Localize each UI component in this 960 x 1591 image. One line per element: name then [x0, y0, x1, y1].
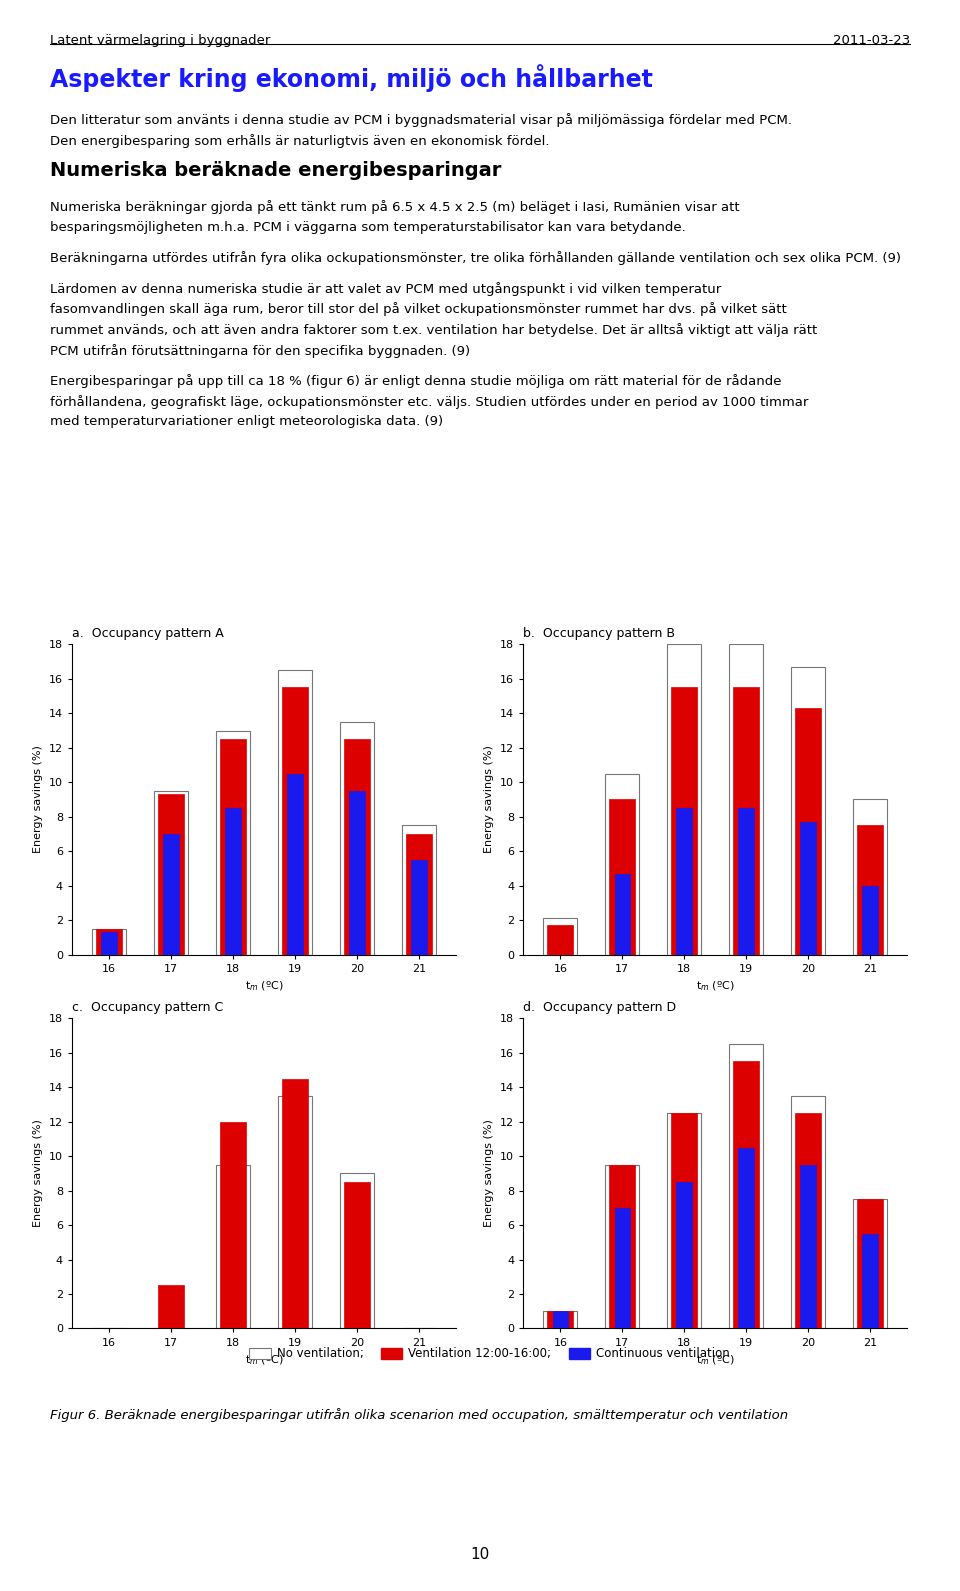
Text: rummet används, och att även andra faktorer som t.ex. ventilation har betydelse.: rummet används, och att även andra fakto…	[50, 323, 817, 337]
Bar	[610, 1165, 636, 1328]
Text: Energibesparingar på upp till ca 18 % (figur 6) är enligt denna studie möjliga o: Energibesparingar på upp till ca 18 % (f…	[50, 374, 781, 388]
Bar	[733, 687, 759, 955]
Text: c.  Occupancy pattern C: c. Occupancy pattern C	[72, 1001, 224, 1015]
Bar	[543, 1311, 577, 1328]
Bar	[282, 687, 308, 955]
Text: förhållandena, geografiskt läge, ockupationsmönster etc. väljs. Studien utfördes: förhållandena, geografiskt läge, ockupat…	[50, 395, 808, 409]
Bar	[795, 1114, 821, 1328]
Bar	[163, 834, 179, 955]
Bar	[667, 644, 701, 955]
Text: Den litteratur som använts i denna studie av PCM i byggnadsmaterial visar på mil: Den litteratur som använts i denna studi…	[50, 113, 792, 127]
Y-axis label: Energy savings (%): Energy savings (%)	[34, 746, 43, 853]
Bar	[862, 886, 877, 955]
Bar	[677, 808, 692, 955]
Text: d.  Occupancy pattern D: d. Occupancy pattern D	[523, 1001, 677, 1015]
Text: fasomvandlingen skall äga rum, beror till stor del på vilket ockupationsmönster : fasomvandlingen skall äga rum, beror til…	[50, 302, 786, 317]
Bar	[862, 1233, 877, 1328]
Bar	[226, 808, 241, 955]
Bar	[733, 1061, 759, 1328]
Bar	[853, 799, 887, 955]
Text: Lärdomen av denna numeriska studie är att valet av PCM med utgångspunkt i vid vi: Lärdomen av denna numeriska studie är at…	[50, 282, 721, 296]
Bar	[671, 1114, 697, 1328]
Bar	[791, 667, 826, 955]
Text: a.  Occupancy pattern A: a. Occupancy pattern A	[72, 627, 224, 641]
Bar	[857, 1200, 883, 1328]
Bar	[154, 791, 188, 955]
Bar	[216, 1165, 250, 1328]
Y-axis label: Energy savings (%): Energy savings (%)	[34, 1120, 43, 1227]
X-axis label: t$_{m}$ (ºC): t$_{m}$ (ºC)	[245, 1352, 283, 1367]
Bar	[411, 859, 426, 955]
Bar	[216, 730, 250, 955]
Text: med temperaturvariationer enligt meteorologiska data. (9): med temperaturvariationer enligt meteoro…	[50, 415, 444, 428]
Bar	[543, 918, 577, 955]
Text: Numeriska beräkningar gjorda på ett tänkt rum på 6.5 x 4.5 x 2.5 (m) beläget i I: Numeriska beräkningar gjorda på ett tänk…	[50, 200, 739, 215]
Bar	[795, 708, 821, 955]
Bar	[344, 1182, 370, 1328]
Bar	[667, 1114, 701, 1328]
Bar	[614, 1208, 630, 1328]
Bar	[853, 1200, 887, 1328]
Text: Beräkningarna utfördes utifrån fyra olika ockupationsmönster, tre olika förhålla: Beräkningarna utfördes utifrån fyra olik…	[50, 251, 900, 266]
Bar	[801, 823, 816, 955]
Bar	[605, 773, 639, 955]
Bar	[730, 1044, 763, 1328]
Bar	[610, 799, 636, 955]
X-axis label: t$_{m}$ (ºC): t$_{m}$ (ºC)	[696, 978, 734, 993]
Bar	[605, 1165, 639, 1328]
Bar	[547, 1311, 573, 1328]
Bar	[406, 834, 432, 955]
Text: 2011-03-23: 2011-03-23	[833, 33, 910, 48]
Text: Latent värmelagring i byggnader: Latent värmelagring i byggnader	[50, 33, 271, 48]
Text: Den energibesparing som erhålls är naturligtvis även en ekonomisk fördel.: Den energibesparing som erhålls är natur…	[50, 134, 549, 148]
Bar	[730, 644, 763, 955]
Text: Numeriska beräknade energibesparingar: Numeriska beräknade energibesparingar	[50, 161, 501, 180]
Text: b.  Occupancy pattern B: b. Occupancy pattern B	[523, 627, 675, 641]
Bar	[614, 873, 630, 955]
Bar	[278, 670, 312, 955]
Bar	[402, 826, 436, 955]
Bar	[677, 1182, 692, 1328]
Bar	[791, 1096, 826, 1328]
Bar	[553, 1311, 568, 1328]
Legend: No ventilation;, Ventilation 12:00-16:00;, Continuous ventilation: No ventilation;, Ventilation 12:00-16:00…	[250, 1348, 730, 1360]
Bar	[158, 1286, 184, 1328]
Bar	[738, 1147, 754, 1328]
Bar	[671, 687, 697, 955]
Bar	[738, 808, 754, 955]
Y-axis label: Energy savings (%): Energy savings (%)	[485, 1120, 494, 1227]
Text: Aspekter kring ekonomi, miljö och hållbarhet: Aspekter kring ekonomi, miljö och hållba…	[50, 64, 653, 92]
Bar	[547, 926, 573, 955]
Text: Figur 6. Beräknade energibesparingar utifrån olika scenarion med occupation, smä: Figur 6. Beräknade energibesparingar uti…	[50, 1408, 788, 1422]
X-axis label: t$_{m}$ (ºC): t$_{m}$ (ºC)	[245, 978, 283, 993]
Y-axis label: Energy savings (%): Energy savings (%)	[485, 746, 494, 853]
Bar	[801, 1165, 816, 1328]
Bar	[349, 791, 365, 955]
Text: PCM utifrån förutsättningarna för den specifika byggnaden. (9): PCM utifrån förutsättningarna för den sp…	[50, 344, 470, 358]
Text: 10: 10	[470, 1548, 490, 1562]
Bar	[340, 1174, 374, 1328]
Bar	[282, 1079, 308, 1328]
Bar	[158, 794, 184, 955]
Text: besparingsmöjligheten m.h.a. PCM i väggarna som temperaturstabilisator kan vara : besparingsmöjligheten m.h.a. PCM i vägga…	[50, 221, 685, 234]
Bar	[220, 1122, 246, 1328]
Bar	[102, 932, 117, 955]
Bar	[278, 1096, 312, 1328]
Bar	[287, 773, 302, 955]
X-axis label: t$_{m}$ (ºC): t$_{m}$ (ºC)	[696, 1352, 734, 1367]
Bar	[92, 929, 126, 955]
Bar	[340, 722, 374, 955]
Bar	[344, 740, 370, 955]
Bar	[857, 826, 883, 955]
Bar	[220, 740, 246, 955]
Bar	[96, 929, 122, 955]
